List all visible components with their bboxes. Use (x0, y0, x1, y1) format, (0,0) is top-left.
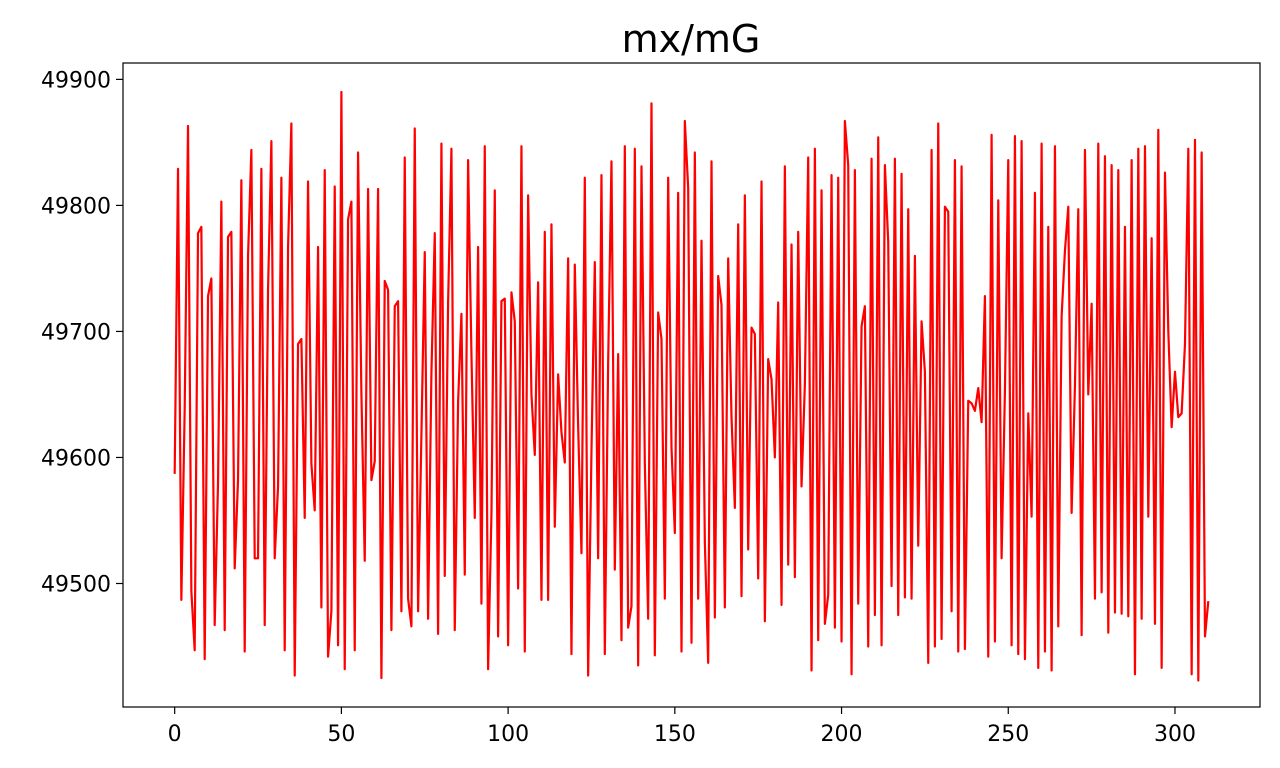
x-tick-label: 250 (987, 722, 1029, 747)
y-tick-label: 49600 (41, 446, 111, 471)
x-tick-label: 100 (487, 722, 529, 747)
y-tick-label: 49500 (41, 572, 111, 597)
y-tick-label: 49800 (41, 194, 111, 219)
y-tick-label: 49700 (41, 320, 111, 345)
x-tick-label: 50 (327, 722, 355, 747)
y-tick-label: 49900 (41, 68, 111, 93)
series-line-0 (173, 90, 1210, 682)
x-tick-label: 200 (821, 722, 863, 747)
x-tick-label: 150 (654, 722, 696, 747)
axes-frame (122, 62, 1261, 708)
x-tick-label: 300 (1154, 722, 1196, 747)
x-tick-label: 0 (168, 722, 182, 747)
plot-area: 0 50 100 150 200 250 300 49500 49600 49700 49800 49… (41, 62, 1261, 747)
chart-title: mx/mG (622, 17, 761, 61)
